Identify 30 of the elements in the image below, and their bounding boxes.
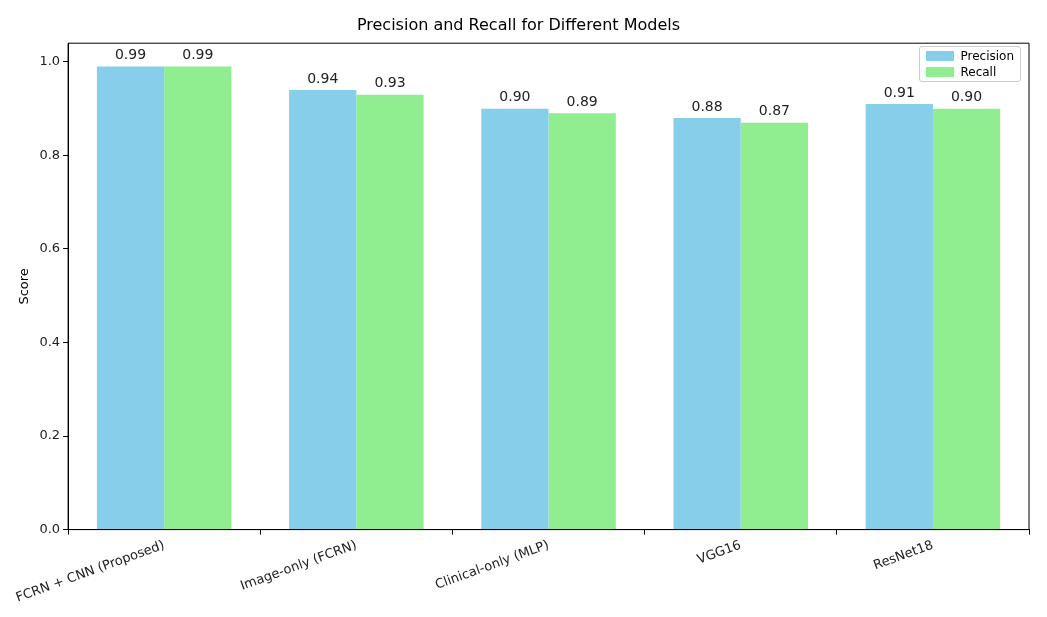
data-label: 0.90 — [499, 88, 531, 105]
bar — [96, 66, 165, 530]
bar — [289, 89, 357, 530]
data-label: 0.99 — [182, 46, 214, 63]
bar — [356, 94, 424, 530]
y-tick-label: 0.4 — [39, 333, 61, 349]
legend-label: Recall — [960, 64, 997, 81]
bar — [548, 113, 616, 530]
bar — [673, 118, 741, 530]
data-label: 0.94 — [307, 69, 339, 86]
data-label: 0.91 — [883, 83, 915, 100]
bar — [865, 104, 933, 530]
bar — [164, 66, 232, 530]
y-tick-label: 1.0 — [39, 53, 61, 69]
y-tick-label: 0.8 — [39, 146, 61, 162]
y-tick-label: 0.6 — [39, 240, 61, 256]
y-tick-label: 0.0 — [39, 520, 61, 536]
chart-title: Precision and Recall for Different Models — [356, 14, 681, 34]
data-label: 0.90 — [950, 88, 983, 105]
data-label: 0.88 — [691, 97, 723, 114]
data-label: 0.93 — [374, 74, 406, 91]
y-tick-label: 0.2 — [39, 427, 61, 443]
bar — [932, 108, 1001, 530]
y-axis-title: Score — [15, 268, 31, 305]
legend-label: Precision — [960, 48, 1014, 65]
bar — [481, 108, 549, 530]
bar — [740, 122, 808, 530]
data-label: 0.87 — [758, 102, 790, 119]
data-label: 0.99 — [114, 46, 147, 63]
data-label: 0.89 — [566, 92, 598, 109]
